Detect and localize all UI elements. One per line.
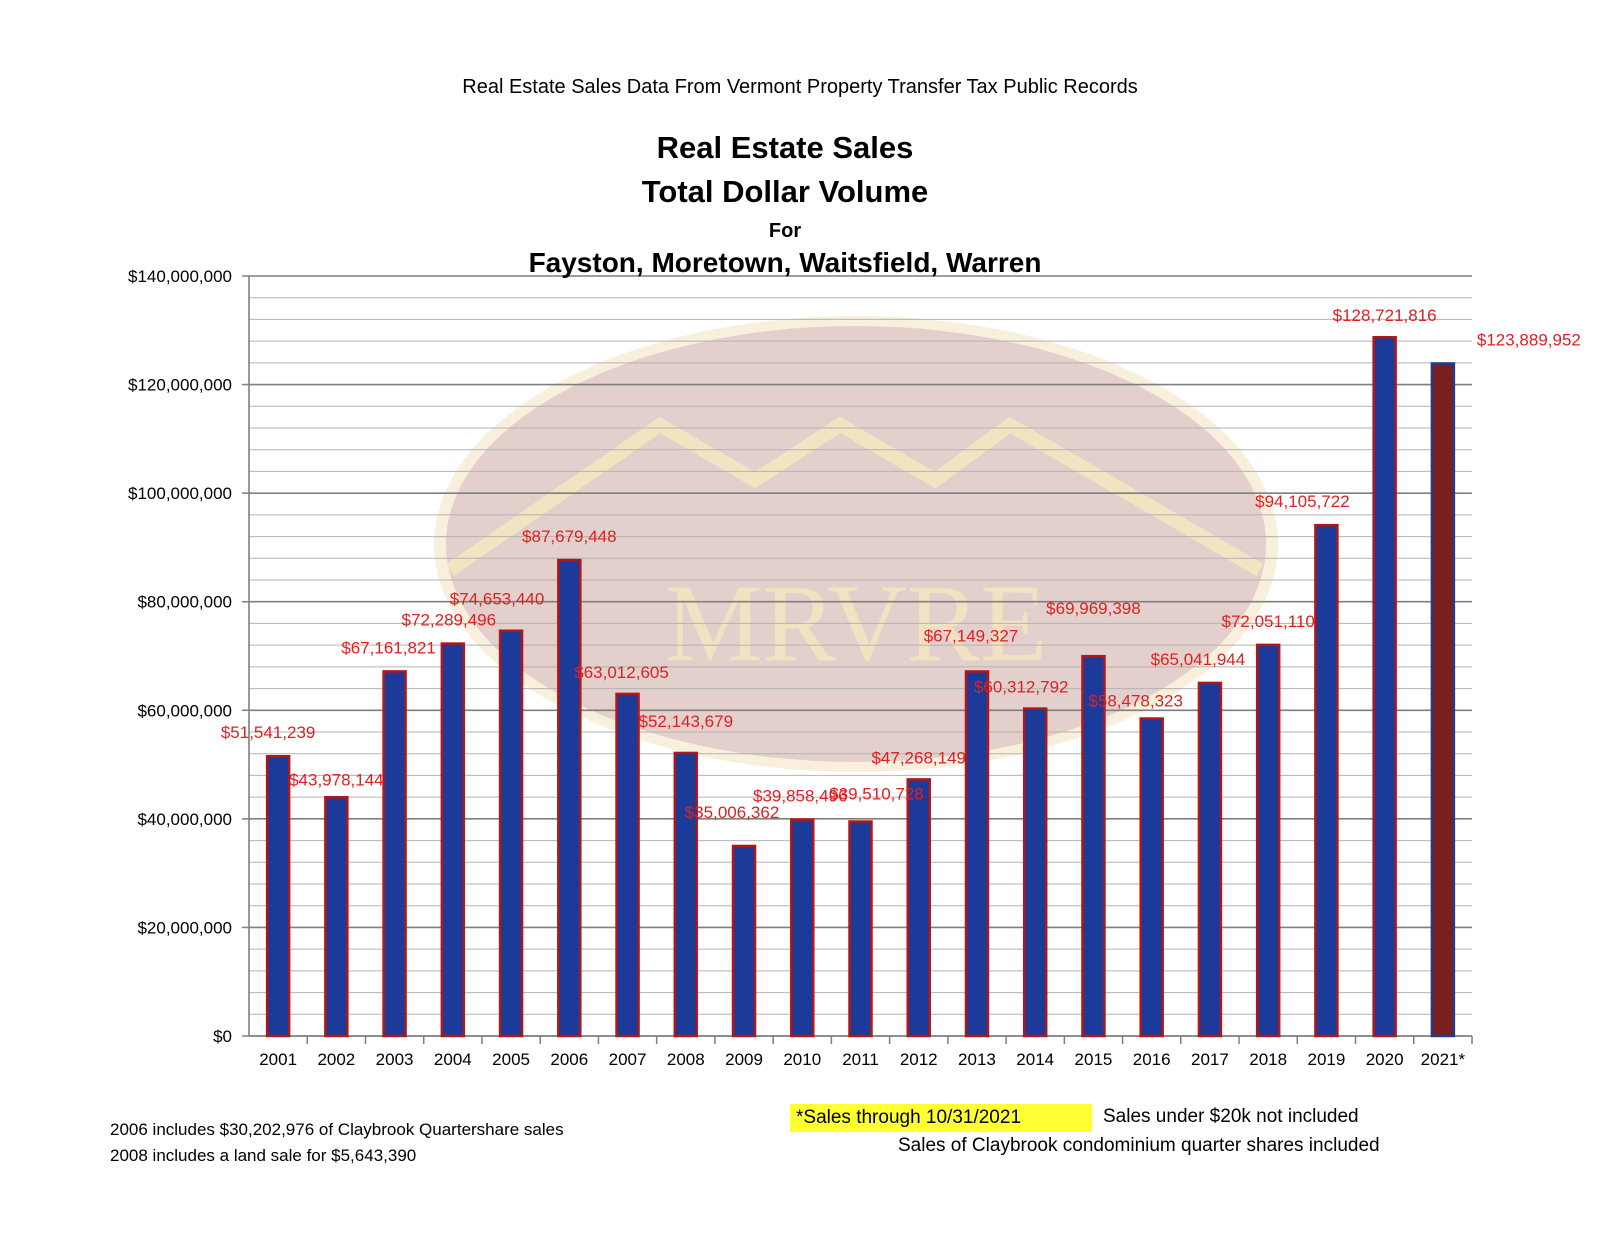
bar: [1372, 335, 1397, 1038]
bar: [906, 778, 931, 1038]
bar: [731, 844, 757, 1038]
y-axis-tick-labels: $0 $20,000,000 $40,000,000 $60,000,000 $80,0…: [128, 267, 249, 1046]
watermark-mountains: [446, 416, 1264, 577]
x-tick-label: 2013: [958, 1050, 996, 1069]
x-tick-label: 2017: [1191, 1050, 1229, 1069]
bar: [440, 642, 466, 1038]
bars: [265, 335, 1456, 1038]
watermark-logo: MRVRE: [434, 316, 1278, 772]
x-tick-label: 2018: [1249, 1050, 1287, 1069]
x-tick-label: 2021*: [1421, 1050, 1466, 1069]
data-label: $74,653,440: [450, 590, 545, 609]
x-tick-label: 2001: [259, 1050, 297, 1069]
y-tick-label: $100,000,000: [128, 484, 232, 503]
data-label: $67,161,821: [341, 638, 436, 657]
y-tick-label: $20,000,000: [137, 918, 232, 937]
data-labels: $51,541,239 $43,978,144 $67,161,821 $72,289…: [221, 306, 1581, 822]
bar: [382, 670, 407, 1038]
x-axis-tick-labels: 2001 2002 2003 2004 2005 2006 2007 2008 2009 2010…: [259, 1036, 1473, 1069]
x-tick-label: 2012: [900, 1050, 938, 1069]
data-label: $67,149,327: [924, 626, 1019, 645]
note-claybrook-included: Sales of Claybrook condominium quarter s…: [898, 1135, 1380, 1156]
data-label: $58,478,323: [1088, 692, 1183, 711]
bar: [1022, 707, 1048, 1038]
y-tick-label: $140,000,000: [128, 267, 232, 286]
x-tick-label: 2016: [1133, 1050, 1171, 1069]
data-label: $72,051,110: [1222, 612, 1315, 631]
note-sales-through-highlight: *Sales through 10/31/2021: [790, 1104, 1092, 1132]
bar: [265, 754, 291, 1038]
data-label: $94,105,722: [1255, 492, 1350, 511]
chart-title-line-4: Fayston, Moretown, Waitsfield, Warren: [528, 247, 1042, 278]
y-tick-label: $40,000,000: [137, 810, 232, 829]
x-tick-label: 2007: [609, 1050, 647, 1069]
bar: [1197, 681, 1223, 1038]
data-label: $39,510,728: [829, 785, 924, 804]
chart-title-line-1: Real Estate Sales: [656, 130, 914, 165]
bar: [615, 692, 640, 1038]
x-tick-label: 2014: [1016, 1050, 1054, 1069]
bar: [324, 796, 349, 1038]
data-label: $60,312,792: [974, 678, 1069, 697]
chart-title-line-3: For: [768, 220, 802, 242]
bar: [1314, 523, 1339, 1038]
bar: [1255, 643, 1281, 1038]
data-label: $69,969,398: [1046, 599, 1141, 618]
x-tick-label: 2010: [783, 1050, 821, 1069]
y-tick-label: $80,000,000: [137, 593, 232, 612]
data-label: $87,679,448: [522, 527, 617, 546]
note-sales-under-20k: Sales under $20k not included: [1103, 1106, 1359, 1127]
note-land-2008: 2008 includes a land sale for $5,643,390: [110, 1146, 417, 1165]
bar: [1081, 654, 1106, 1038]
bar: [964, 670, 990, 1038]
x-tick-label: 2008: [667, 1050, 705, 1069]
data-label: $51,541,239: [221, 723, 316, 742]
bar: [557, 558, 582, 1038]
bar: [498, 629, 524, 1038]
x-tick-label: 2009: [725, 1050, 763, 1069]
x-tick-label: 2015: [1075, 1050, 1113, 1069]
y-tick-label: $60,000,000: [137, 701, 232, 720]
x-tick-label: 2006: [550, 1050, 588, 1069]
x-tick-label: 2003: [376, 1050, 414, 1069]
bar: [1430, 362, 1456, 1038]
y-tick-label: $120,000,000: [128, 376, 232, 395]
note-claybrook-2006: 2006 includes $30,202,976 of Claybrook Q…: [110, 1120, 564, 1139]
x-tick-label: 2005: [492, 1050, 530, 1069]
bar: [848, 820, 873, 1038]
data-label: $52,143,679: [639, 712, 734, 731]
bar: [673, 751, 699, 1038]
chart-title-line-2: Total Dollar Volume: [641, 174, 929, 209]
x-tick-label: 2002: [317, 1050, 355, 1069]
source-line: Real Estate Sales Data From Vermont Prop…: [462, 76, 1138, 98]
data-label: $65,041,944: [1151, 650, 1246, 669]
data-label: $72,289,496: [402, 611, 497, 630]
x-tick-label: 2020: [1366, 1050, 1404, 1069]
x-tick-label: 2004: [434, 1050, 472, 1069]
x-tick-label: 2011: [842, 1050, 879, 1069]
y-tick-label: $0: [213, 1027, 232, 1046]
data-label: $39,858,496: [753, 787, 848, 806]
bar: [1139, 717, 1164, 1038]
data-label: $35,006,362: [685, 803, 780, 822]
data-label: $123,889,952: [1477, 330, 1581, 349]
data-label: $47,268,149: [871, 748, 966, 767]
x-tick-label: 2019: [1307, 1050, 1345, 1069]
data-label: $63,012,605: [574, 663, 669, 682]
data-label: $128,721,816: [1333, 306, 1437, 325]
data-label: $43,978,144: [289, 770, 384, 789]
bar: [790, 818, 815, 1038]
